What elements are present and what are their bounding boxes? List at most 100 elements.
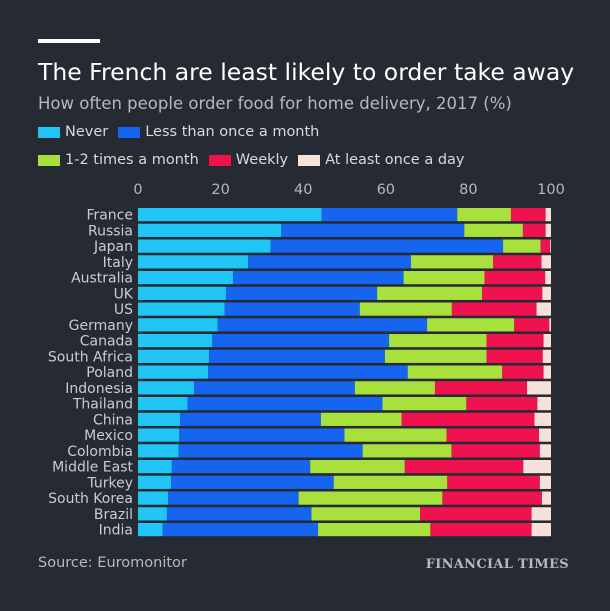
category-label-indonesia: Indonesia bbox=[65, 381, 133, 397]
chart-subtitle: How often people order food for home del… bbox=[38, 94, 512, 113]
bar-china-less-than-once-a-month bbox=[180, 412, 321, 426]
bar-turkey-weekly bbox=[447, 475, 540, 489]
bar-brazil-weekly bbox=[420, 507, 532, 521]
category-label-thailand: Thailand bbox=[72, 397, 133, 413]
category-label-colombia: Colombia bbox=[67, 444, 133, 460]
category-label-canada: Canada bbox=[80, 334, 133, 350]
category-label-brazil: Brazil bbox=[94, 507, 133, 523]
bar-us-at-least-once-a-day bbox=[536, 302, 551, 316]
bar-canada-at-least-once-a-day bbox=[543, 334, 551, 348]
chart-title: The French are least likely to order tak… bbox=[38, 58, 575, 86]
category-label-india: India bbox=[99, 523, 133, 539]
bar-indonesia-never bbox=[138, 381, 195, 395]
bar-china-weekly bbox=[401, 412, 535, 426]
x-tick-label-100: 100 bbox=[537, 182, 565, 198]
bar-south-korea-less-than-once-a-month bbox=[168, 491, 299, 505]
legend-swatch-weekly bbox=[208, 154, 231, 166]
bar-south-korea-weekly bbox=[442, 491, 542, 505]
bar-colombia-weekly bbox=[451, 444, 540, 458]
bar-japan-less-than-once-a-month bbox=[270, 239, 504, 253]
bar-australia-1-2-times-a-month bbox=[403, 271, 485, 285]
bar-japan-weekly bbox=[540, 239, 551, 253]
bar-russia-weekly bbox=[522, 223, 546, 237]
header-accent-bar bbox=[38, 39, 100, 43]
bar-mexico-weekly bbox=[446, 428, 540, 442]
bar-canada-never bbox=[138, 334, 213, 348]
bar-middle-east-never bbox=[138, 460, 172, 474]
bar-colombia-never bbox=[138, 444, 179, 458]
source-note: Source: Euromonitor bbox=[38, 555, 187, 571]
category-label-russia: Russia bbox=[88, 223, 133, 239]
bar-us-1-2-times-a-month bbox=[359, 302, 452, 316]
legend-label-less-than-monthly: Less than once a month bbox=[145, 124, 320, 140]
bar-colombia-at-least-once-a-day bbox=[539, 444, 551, 458]
legend-swatch-daily bbox=[298, 154, 321, 166]
bar-italy-weekly bbox=[493, 255, 542, 269]
bar-russia-never bbox=[138, 223, 282, 237]
bar-colombia-less-than-once-a-month bbox=[178, 444, 363, 458]
bar-turkey-never bbox=[138, 475, 172, 489]
bar-china-1-2-times-a-month bbox=[320, 412, 402, 426]
legend-row-1: Never Less than once a month bbox=[38, 123, 329, 141]
brand-logo: FINANCIAL TIMES bbox=[425, 557, 569, 572]
bar-south-africa-never bbox=[138, 349, 210, 363]
bar-south-korea-1-2-times-a-month bbox=[298, 491, 443, 505]
bar-middle-east-at-least-once-a-day bbox=[523, 460, 551, 474]
bar-china-at-least-once-a-day bbox=[534, 412, 551, 426]
bar-south-africa-at-least-once-a-day bbox=[542, 349, 551, 363]
bar-japan-never bbox=[138, 239, 271, 253]
category-label-middle-east: Middle East bbox=[52, 460, 133, 476]
bar-india-less-than-once-a-month bbox=[162, 523, 319, 537]
bar-turkey-at-least-once-a-day bbox=[539, 475, 551, 489]
category-label-south-africa: South Africa bbox=[48, 349, 133, 365]
bar-poland-never bbox=[138, 365, 209, 379]
bar-uk-at-least-once-a-day bbox=[542, 286, 551, 300]
legend-row-2: 1-2 times a month Weekly At least once a… bbox=[38, 151, 475, 169]
bar-indonesia-weekly bbox=[434, 381, 528, 395]
legend-item-1-2-monthly: 1-2 times a month bbox=[38, 151, 199, 169]
bar-italy-at-least-once-a-day bbox=[541, 255, 551, 269]
bar-india-at-least-once-a-day bbox=[531, 523, 551, 537]
bar-mexico-at-least-once-a-day bbox=[539, 428, 551, 442]
bar-india-1-2-times-a-month bbox=[318, 523, 431, 537]
bar-australia-weekly bbox=[484, 271, 546, 285]
category-label-south-korea: South Korea bbox=[48, 491, 133, 507]
bar-australia-never bbox=[138, 271, 233, 285]
bar-uk-weekly bbox=[482, 286, 543, 300]
bar-russia-less-than-once-a-month bbox=[281, 223, 465, 237]
bar-canada-weekly bbox=[486, 334, 544, 348]
legend-label-weekly: Weekly bbox=[235, 152, 289, 168]
bar-poland-less-than-once-a-month bbox=[208, 365, 408, 379]
x-tick-label-40: 40 bbox=[294, 182, 312, 198]
legend-swatch-1-2-monthly bbox=[38, 154, 60, 166]
bar-italy-less-than-once-a-month bbox=[248, 255, 411, 269]
category-label-turkey: Turkey bbox=[86, 475, 133, 491]
bar-italy-never bbox=[138, 255, 249, 269]
category-label-uk: UK bbox=[114, 286, 134, 302]
bar-indonesia-less-than-once-a-month bbox=[194, 381, 355, 395]
legend-swatch-less-than-monthly bbox=[118, 126, 141, 138]
category-label-germany: Germany bbox=[69, 318, 133, 334]
bar-russia-at-least-once-a-day bbox=[545, 223, 551, 237]
bar-turkey-1-2-times-a-month bbox=[333, 475, 448, 489]
category-label-australia: Australia bbox=[71, 271, 133, 287]
bar-south-africa-less-than-once-a-month bbox=[209, 349, 385, 363]
legend-label-1-2-monthly: 1-2 times a month bbox=[65, 152, 199, 168]
bar-brazil-less-than-once-a-month bbox=[166, 507, 312, 521]
bar-germany-never bbox=[138, 318, 218, 332]
bar-south-korea-never bbox=[138, 491, 169, 505]
bar-uk-1-2-times-a-month bbox=[377, 286, 483, 300]
bar-uk-never bbox=[138, 286, 226, 300]
bar-japan-1-2-times-a-month bbox=[503, 239, 541, 253]
bar-australia-at-least-once-a-day bbox=[545, 271, 551, 285]
category-label-france: France bbox=[86, 208, 133, 224]
category-label-japan: Japan bbox=[93, 239, 133, 255]
bar-germany-at-least-once-a-day bbox=[549, 318, 551, 332]
bar-south-korea-at-least-once-a-day bbox=[541, 491, 551, 505]
bar-colombia-1-2-times-a-month bbox=[362, 444, 452, 458]
bar-brazil-at-least-once-a-day bbox=[531, 507, 551, 521]
bar-us-never bbox=[138, 302, 225, 316]
bar-china-never bbox=[138, 412, 181, 426]
bar-south-africa-1-2-times-a-month bbox=[384, 349, 487, 363]
